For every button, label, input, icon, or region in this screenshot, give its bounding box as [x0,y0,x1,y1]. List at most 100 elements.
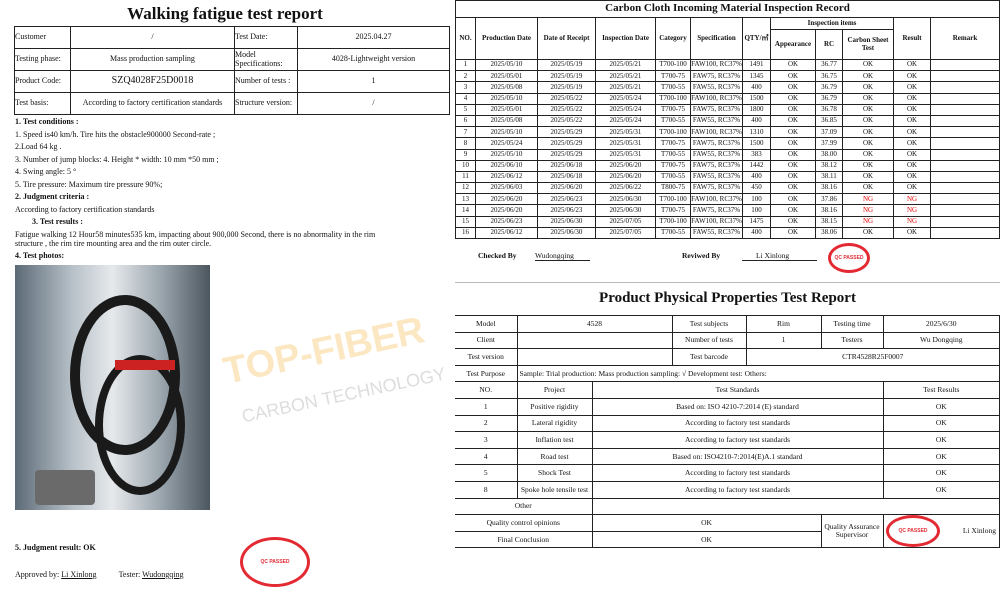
table-cell: 2025/06/20 [475,193,538,206]
table-cell: OK [770,103,816,116]
table-cell: OK [842,137,894,150]
client-label: Client [455,331,518,350]
table-cell: 2025/05/10 [475,126,538,139]
table-cell: T700-75 [655,103,691,116]
info-label: Test basis: [14,92,71,115]
text-line: structure , the rim tire mounting area a… [15,238,212,248]
table-cell: 1310 [742,126,771,139]
table-cell: Inflation test [517,431,593,449]
table-cell: 16 [455,226,476,240]
table-cell: 2025/06/10 [475,159,538,172]
table-cell: 2025/06/18 [537,159,596,172]
table-cell: FAW75, RC37% [690,70,743,83]
table-cell: OK [893,182,931,195]
info-label: Test Date: [234,26,298,49]
table-cell: T700-55 [655,81,691,94]
table-cell: T700-100 [655,193,691,206]
table-cell [930,182,1000,195]
table-cell: T700-55 [655,114,691,128]
version-label: Test version [455,348,518,366]
info-label: Customer [14,26,71,49]
info-row: Product Code: SZQ4028F25D0018 Number of te… [14,70,450,93]
col-remark: Remark [930,17,1000,60]
col-no: NO. [455,381,518,399]
col-project: Project [517,381,593,399]
table-cell: FAW100, RC37% [690,215,743,228]
table-cell: 2025/06/03 [475,182,538,195]
purpose-label: Test Purpose [455,364,518,383]
table-cell: FAW55, RC37% [690,170,743,184]
text-line: 3. Number of jump blocks: 4. Height * wi… [15,154,219,164]
table-cell: 1 [455,58,476,72]
table-cell [930,126,1000,139]
table-cell: 2025/05/31 [595,137,656,150]
barcode-label: Test barcode [672,348,747,366]
judgment-result: 5. Judgment result: OK [15,543,96,552]
info-value: According to factory certification stand… [70,92,235,115]
col-rc: RC [815,29,843,60]
text-line: 5. Tire pressure: Maximum tire pressure … [15,179,163,189]
table-cell: OK [893,70,931,83]
table-cell: 38.00 [815,148,843,161]
table-cell: 2025/06/12 [475,170,538,184]
col-carbon-sheet-test: Carbon Sheet Test [842,29,894,60]
table-row: 2 2025/05/01 2025/05/19 2025/05/21 T700-75 FA… [455,70,1000,83]
col-category: Category [655,17,691,60]
table-cell: OK [842,70,894,83]
table-cell: 2025/05/22 [537,92,596,105]
table-cell: 2025/05/08 [475,114,538,128]
table-cell: OK [770,182,816,195]
table-cell: OK [883,464,1000,482]
col-results: Test Results [883,381,1000,399]
table-cell: 2025/05/01 [475,103,538,116]
table-cell: 2025/06/23 [537,193,596,206]
table-cell: 8 [455,480,518,499]
table-cell: 6 [455,114,476,128]
table-cell: 1500 [742,137,771,150]
table-cell: Spoke hole tensile test [517,480,593,499]
table-cell: 4 [455,92,476,105]
table-cell: OK [893,81,931,94]
physical-report-title: Product Physical Properties Test Report [599,290,856,306]
table-cell: T800-75 [655,182,691,195]
table-cell: Shock Test [517,464,593,482]
table-row: 8 2025/05/24 2025/05/29 2025/05/31 T700-75 FA… [455,137,1000,150]
table-row: 6 2025/05/08 2025/05/22 2025/05/24 T700-55 FA… [455,114,1000,128]
table-cell: 2025/06/30 [537,226,596,240]
info-label: Number of tests : [234,70,298,93]
table-cell: 2 [455,70,476,83]
col-qty: QTY/㎡ [742,17,771,60]
table-row: 13 2025/06/20 2025/06/23 2025/06/30 T700-100… [455,193,1000,206]
table-cell: 36.77 [815,58,843,72]
table-cell: 100 [742,204,771,217]
table-cell: OK [883,447,1000,466]
num-value: 1 [746,331,822,350]
table-cell: OK [770,159,816,172]
tester-label: Tester: [118,570,141,579]
table-cell: OK [883,480,1000,499]
table-row: 3 2025/05/08 2025/05/19 2025/05/21 T700-55 FA… [455,81,1000,94]
table-row: 15 2025/06/23 2025/06/30 2025/07/05 T700-100… [455,215,1000,228]
fatigue-report-title: Walking fatigue test report [127,4,323,23]
text-line: 1. Test conditions : [15,117,79,126]
table-cell: 38.16 [815,204,843,217]
qa-label: Quality Assurance Supervisor [821,514,884,549]
table-cell: OK [883,414,1000,433]
table-cell: OK [893,148,931,161]
table-cell: OK [842,148,894,161]
info-row: Customer / Test Date: 2025.04.27 [14,26,450,49]
table-cell: 14 [455,204,476,217]
table-cell: 36.78 [815,103,843,116]
qc-value: OK [592,514,822,532]
table-cell: 15 [455,215,476,228]
table-cell: 38.11 [815,170,843,184]
info-row: Testing phase: Mass production sampling Mo… [14,48,450,71]
table-cell [930,137,1000,150]
table-cell: 11 [455,170,476,184]
reviewed-stamp: QC PASSED [828,243,870,273]
table-cell: OK [842,170,894,184]
table-cell: T700-75 [655,70,691,83]
info-label: Product Code: [14,70,71,93]
table-row: 14 2025/06/20 2025/06/23 2025/06/30 T700-75 F… [455,204,1000,217]
table-cell: OK [883,431,1000,449]
